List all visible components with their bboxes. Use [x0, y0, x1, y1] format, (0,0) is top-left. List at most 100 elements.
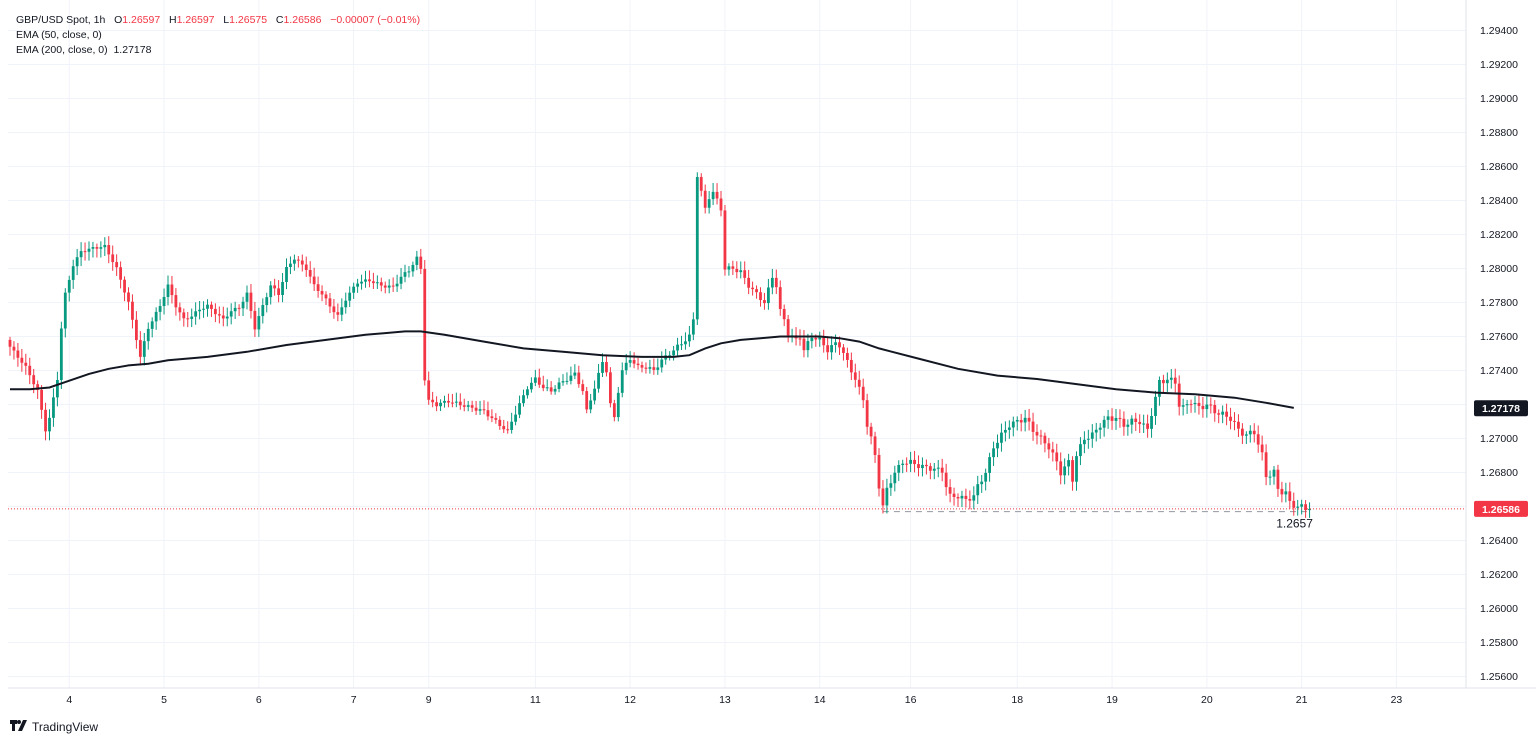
candle-body [48, 417, 51, 432]
candle-body [1280, 488, 1284, 495]
candle-body [20, 357, 24, 363]
candle-body [940, 467, 944, 473]
chart-legend: GBP/USD Spot, 1h O1.26597 H1.26597 L1.26… [16, 13, 420, 58]
candle-body [1244, 434, 1248, 436]
candle-body [56, 380, 59, 398]
candle-body [245, 292, 249, 302]
candle-body [91, 247, 95, 249]
legend-ema200-row[interactable]: EMA (200, close, 0) 1.27178 [16, 43, 420, 58]
candle-body [814, 337, 818, 340]
candle-body [131, 301, 134, 320]
candle-body [454, 401, 458, 403]
candle-body [1051, 449, 1055, 453]
candle-body [360, 281, 363, 284]
candle-body [478, 409, 482, 411]
legend-ema50-row[interactable]: EMA (50, close, 0) [16, 28, 420, 43]
candle-body [640, 365, 644, 368]
candle-body [67, 279, 71, 293]
candle-body [1059, 461, 1063, 476]
candle-body [482, 409, 486, 411]
candle-body [115, 262, 119, 268]
candle-body [648, 367, 652, 369]
candle-body [885, 487, 889, 506]
candle-body [830, 345, 833, 353]
ema200-series [10, 330, 1294, 409]
candle-body [281, 281, 284, 296]
tradingview-logo-icon [10, 719, 28, 734]
candle-body [1252, 430, 1256, 435]
candle-body [1146, 423, 1149, 429]
candle-body [249, 292, 253, 311]
candle-body [1015, 419, 1019, 422]
candle-body [95, 247, 99, 249]
candle-body [324, 294, 328, 299]
legend-high-label: H [168, 14, 177, 26]
candle-body [782, 308, 786, 320]
candle-body [1209, 404, 1213, 406]
candle-body [1248, 430, 1252, 435]
candle-body [624, 362, 628, 371]
y-tick-label: 1.25600 [1480, 671, 1518, 683]
candle-body [711, 191, 715, 200]
candle-body [154, 311, 158, 322]
candle-body [498, 419, 502, 427]
candle-body [312, 276, 316, 285]
candle-body [1134, 418, 1138, 422]
candle-body [530, 382, 533, 390]
candle-body [403, 272, 407, 277]
candle-body [549, 387, 553, 392]
tradingview-brand[interactable]: TradingView [10, 719, 98, 734]
candle-body [423, 268, 427, 381]
candle-body [300, 260, 304, 265]
candle-body [379, 282, 383, 286]
candle-body [411, 264, 415, 272]
candle-body [265, 297, 269, 306]
candle-body [877, 454, 881, 489]
candle-body [182, 312, 186, 319]
candle-body [1292, 500, 1296, 508]
candle-body [214, 308, 217, 315]
candle-body [1233, 420, 1236, 422]
candle-body [988, 457, 991, 473]
candle-body [233, 307, 237, 312]
support-level-line: 1.2657 [882, 511, 1313, 531]
candle-body [336, 312, 340, 315]
candle-body [932, 468, 936, 471]
candle-body [415, 256, 419, 265]
candle-body [466, 405, 470, 407]
candle-body [810, 337, 814, 342]
x-tick-label: 11 [530, 694, 541, 706]
candle-body [1260, 444, 1264, 453]
candle-body [1004, 429, 1007, 433]
candle-body [537, 377, 541, 385]
legend-symbol[interactable]: GBP/USD Spot, 1h [16, 14, 106, 26]
candle-body [1268, 476, 1272, 478]
x-tick-label: 13 [719, 694, 731, 706]
candle-body [691, 319, 695, 335]
candle-body [1272, 469, 1276, 477]
candle-body [447, 400, 450, 403]
candle-body [1086, 438, 1090, 440]
candle-body [320, 290, 324, 295]
candle-body [127, 292, 130, 302]
candle-body [1118, 417, 1122, 419]
y-tick-label: 1.26800 [1480, 467, 1518, 479]
candle-body [36, 384, 40, 390]
candle-body [1000, 432, 1003, 443]
legend-open-value: 1.26597 [122, 14, 161, 26]
candle-body [1229, 416, 1232, 421]
candle-body [727, 266, 731, 270]
candle-body [616, 392, 620, 418]
y-tick-label: 1.28400 [1480, 195, 1518, 207]
candle-body [747, 277, 751, 288]
candle-body [893, 472, 897, 484]
legend-change: −0.00007 (−0.01%) [330, 14, 421, 26]
candle-body [107, 245, 111, 255]
x-tick-label: 21 [1296, 694, 1308, 706]
candle-body [494, 418, 498, 420]
candle-body [1007, 427, 1011, 430]
candle-body [1150, 415, 1153, 429]
candle-body [261, 305, 265, 317]
legend-ema200-label: EMA (200, close, 0) [16, 44, 108, 56]
